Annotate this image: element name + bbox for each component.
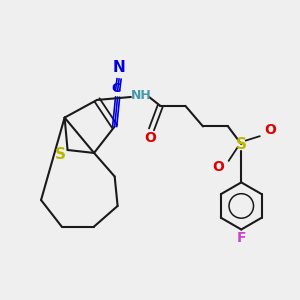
Text: N: N xyxy=(113,60,125,75)
Text: F: F xyxy=(236,231,246,245)
Text: O: O xyxy=(144,130,156,145)
Text: S: S xyxy=(55,147,66,162)
Text: S: S xyxy=(236,136,247,152)
Text: O: O xyxy=(264,123,276,137)
Text: NH: NH xyxy=(131,89,152,102)
Text: O: O xyxy=(213,160,224,174)
Text: C: C xyxy=(112,82,121,95)
